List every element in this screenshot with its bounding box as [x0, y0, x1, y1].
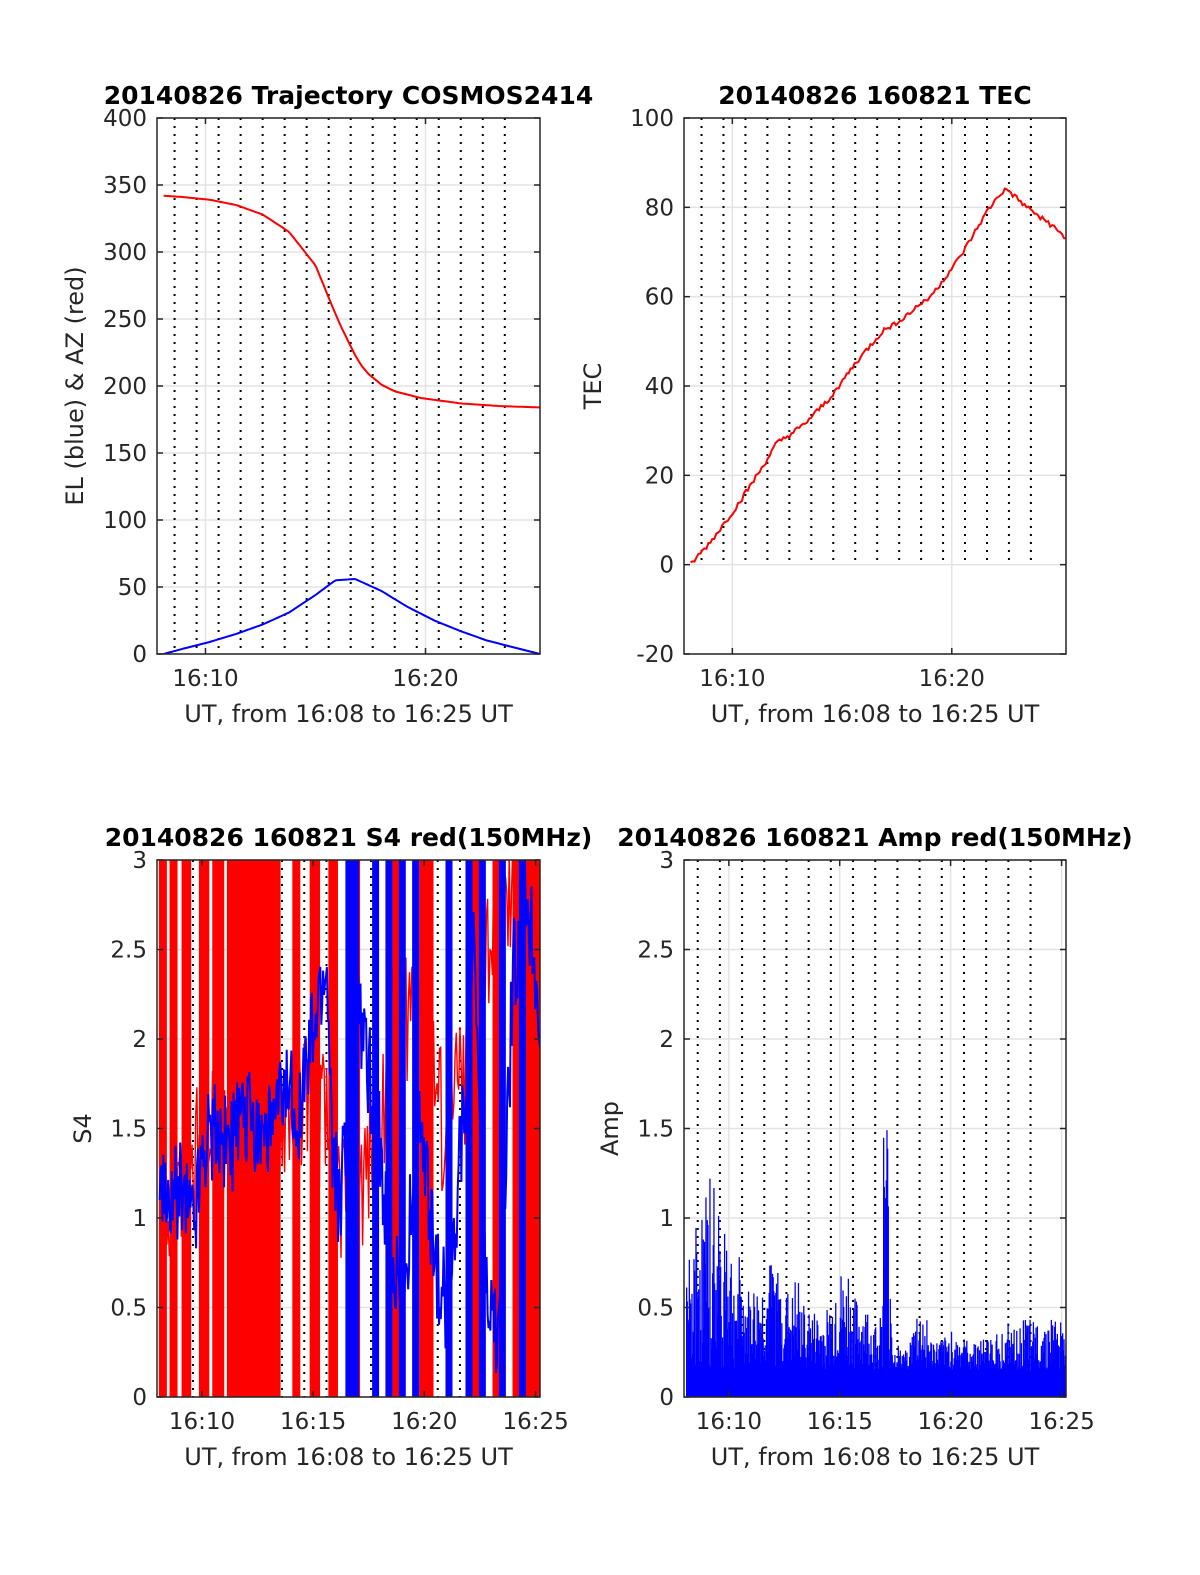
y-tick-label: 3: [659, 848, 674, 874]
y-tick-label: 300: [103, 240, 147, 266]
x-tick-label: 16:25: [502, 1409, 568, 1435]
series-group: [686, 1130, 1066, 1397]
x-axis-label: UT, from 16:08 to 16:25 UT: [184, 700, 513, 728]
y-tick-label: 20: [645, 463, 674, 489]
y-tick-label: 80: [645, 195, 674, 221]
x-tick-label: 16:10: [699, 666, 765, 692]
y-tick-label: 1: [659, 1206, 674, 1232]
y-tick-label: 0: [659, 1385, 674, 1411]
y-axis-label: TEC: [579, 363, 607, 411]
x-tick-label: 16:20: [919, 666, 985, 692]
chart-title: 20140826 160821 Amp red(150MHz): [617, 823, 1133, 852]
chart-title: 20140826 160821 S4 red(150MHz): [105, 823, 593, 852]
y-tick-label: 250: [103, 307, 147, 333]
x-tick-label: 16:15: [280, 1409, 346, 1435]
series-line: [163, 577, 540, 654]
series-line: [163, 194, 540, 409]
y-tick-label: 150: [103, 441, 147, 467]
y-tick-label: 1.5: [110, 1117, 147, 1143]
x-tick-label: 16:15: [807, 1409, 873, 1435]
y-tick-label: 400: [103, 106, 147, 132]
y-axis-label: Amp: [596, 1101, 624, 1156]
x-tick-label: 16:10: [696, 1409, 762, 1435]
panel-s4: 0 0.5 1 1.5 2 2.5 3 16:10 16:15 16:20 16:25 2014082…: [69, 823, 592, 1471]
panel-tec: -20 0 20 40 60 80 100 16:10 16:20 20140826 160821…: [579, 81, 1067, 728]
y-tick-label: 2.5: [110, 938, 147, 964]
series-line: [690, 187, 1066, 564]
y-tick-label: 0.5: [110, 1296, 147, 1322]
series-group: [163, 194, 540, 654]
x-tick-label: 16:20: [392, 666, 458, 692]
series-group: [690, 187, 1066, 564]
y-tick-label: 0: [132, 1385, 147, 1411]
y-tick-label: 0: [132, 642, 147, 668]
panel-trajectory: 0 50 100 150 200 250 300 350 400 16:10 16:20 201408…: [61, 81, 593, 728]
y-tick-label: 2: [659, 1027, 674, 1053]
x-tick-label: 16:10: [169, 1409, 235, 1435]
chart-title: 20140826 160821 TEC: [718, 81, 1031, 110]
y-tick-label: 100: [630, 106, 674, 132]
chart-title: 20140826 Trajectory COSMOS2414: [104, 81, 594, 110]
y-tick-label: 2.5: [637, 938, 674, 964]
y-tick-label: 100: [103, 508, 147, 534]
x-tick-label: 16:25: [1028, 1409, 1094, 1435]
x-axis-label: UT, from 16:08 to 16:25 UT: [711, 700, 1040, 728]
y-axis-label: S4: [69, 1113, 97, 1144]
y-tick-label: 0: [659, 553, 674, 579]
y-tick-label: 1.5: [637, 1117, 674, 1143]
y-tick-label: -20: [636, 642, 674, 668]
y-tick-label: 0.5: [637, 1296, 674, 1322]
y-tick-label: 50: [118, 575, 147, 601]
y-tick-label: 1: [132, 1206, 147, 1232]
series-group: [158, 860, 540, 1397]
x-axis-label: UT, from 16:08 to 16:25 UT: [711, 1443, 1040, 1471]
y-tick-label: 200: [103, 374, 147, 400]
y-tick-label: 3: [132, 848, 147, 874]
y-tick-label: 60: [645, 285, 674, 311]
x-tick-label: 16:10: [172, 666, 238, 692]
y-axis-label: EL (blue) & AZ (red): [61, 266, 89, 505]
x-tick-label: 16:20: [917, 1409, 983, 1435]
y-tick-label: 2: [132, 1027, 147, 1053]
y-tick-label: 40: [645, 374, 674, 400]
x-axis-label: UT, from 16:08 to 16:25 UT: [184, 1443, 513, 1471]
y-tick-label: 350: [103, 173, 147, 199]
x-tick-label: 16:20: [391, 1409, 457, 1435]
panel-amp: 0 0.5 1 1.5 2 2.5 3 16:10 16:15 16:20 16:25 2014082…: [596, 823, 1133, 1471]
